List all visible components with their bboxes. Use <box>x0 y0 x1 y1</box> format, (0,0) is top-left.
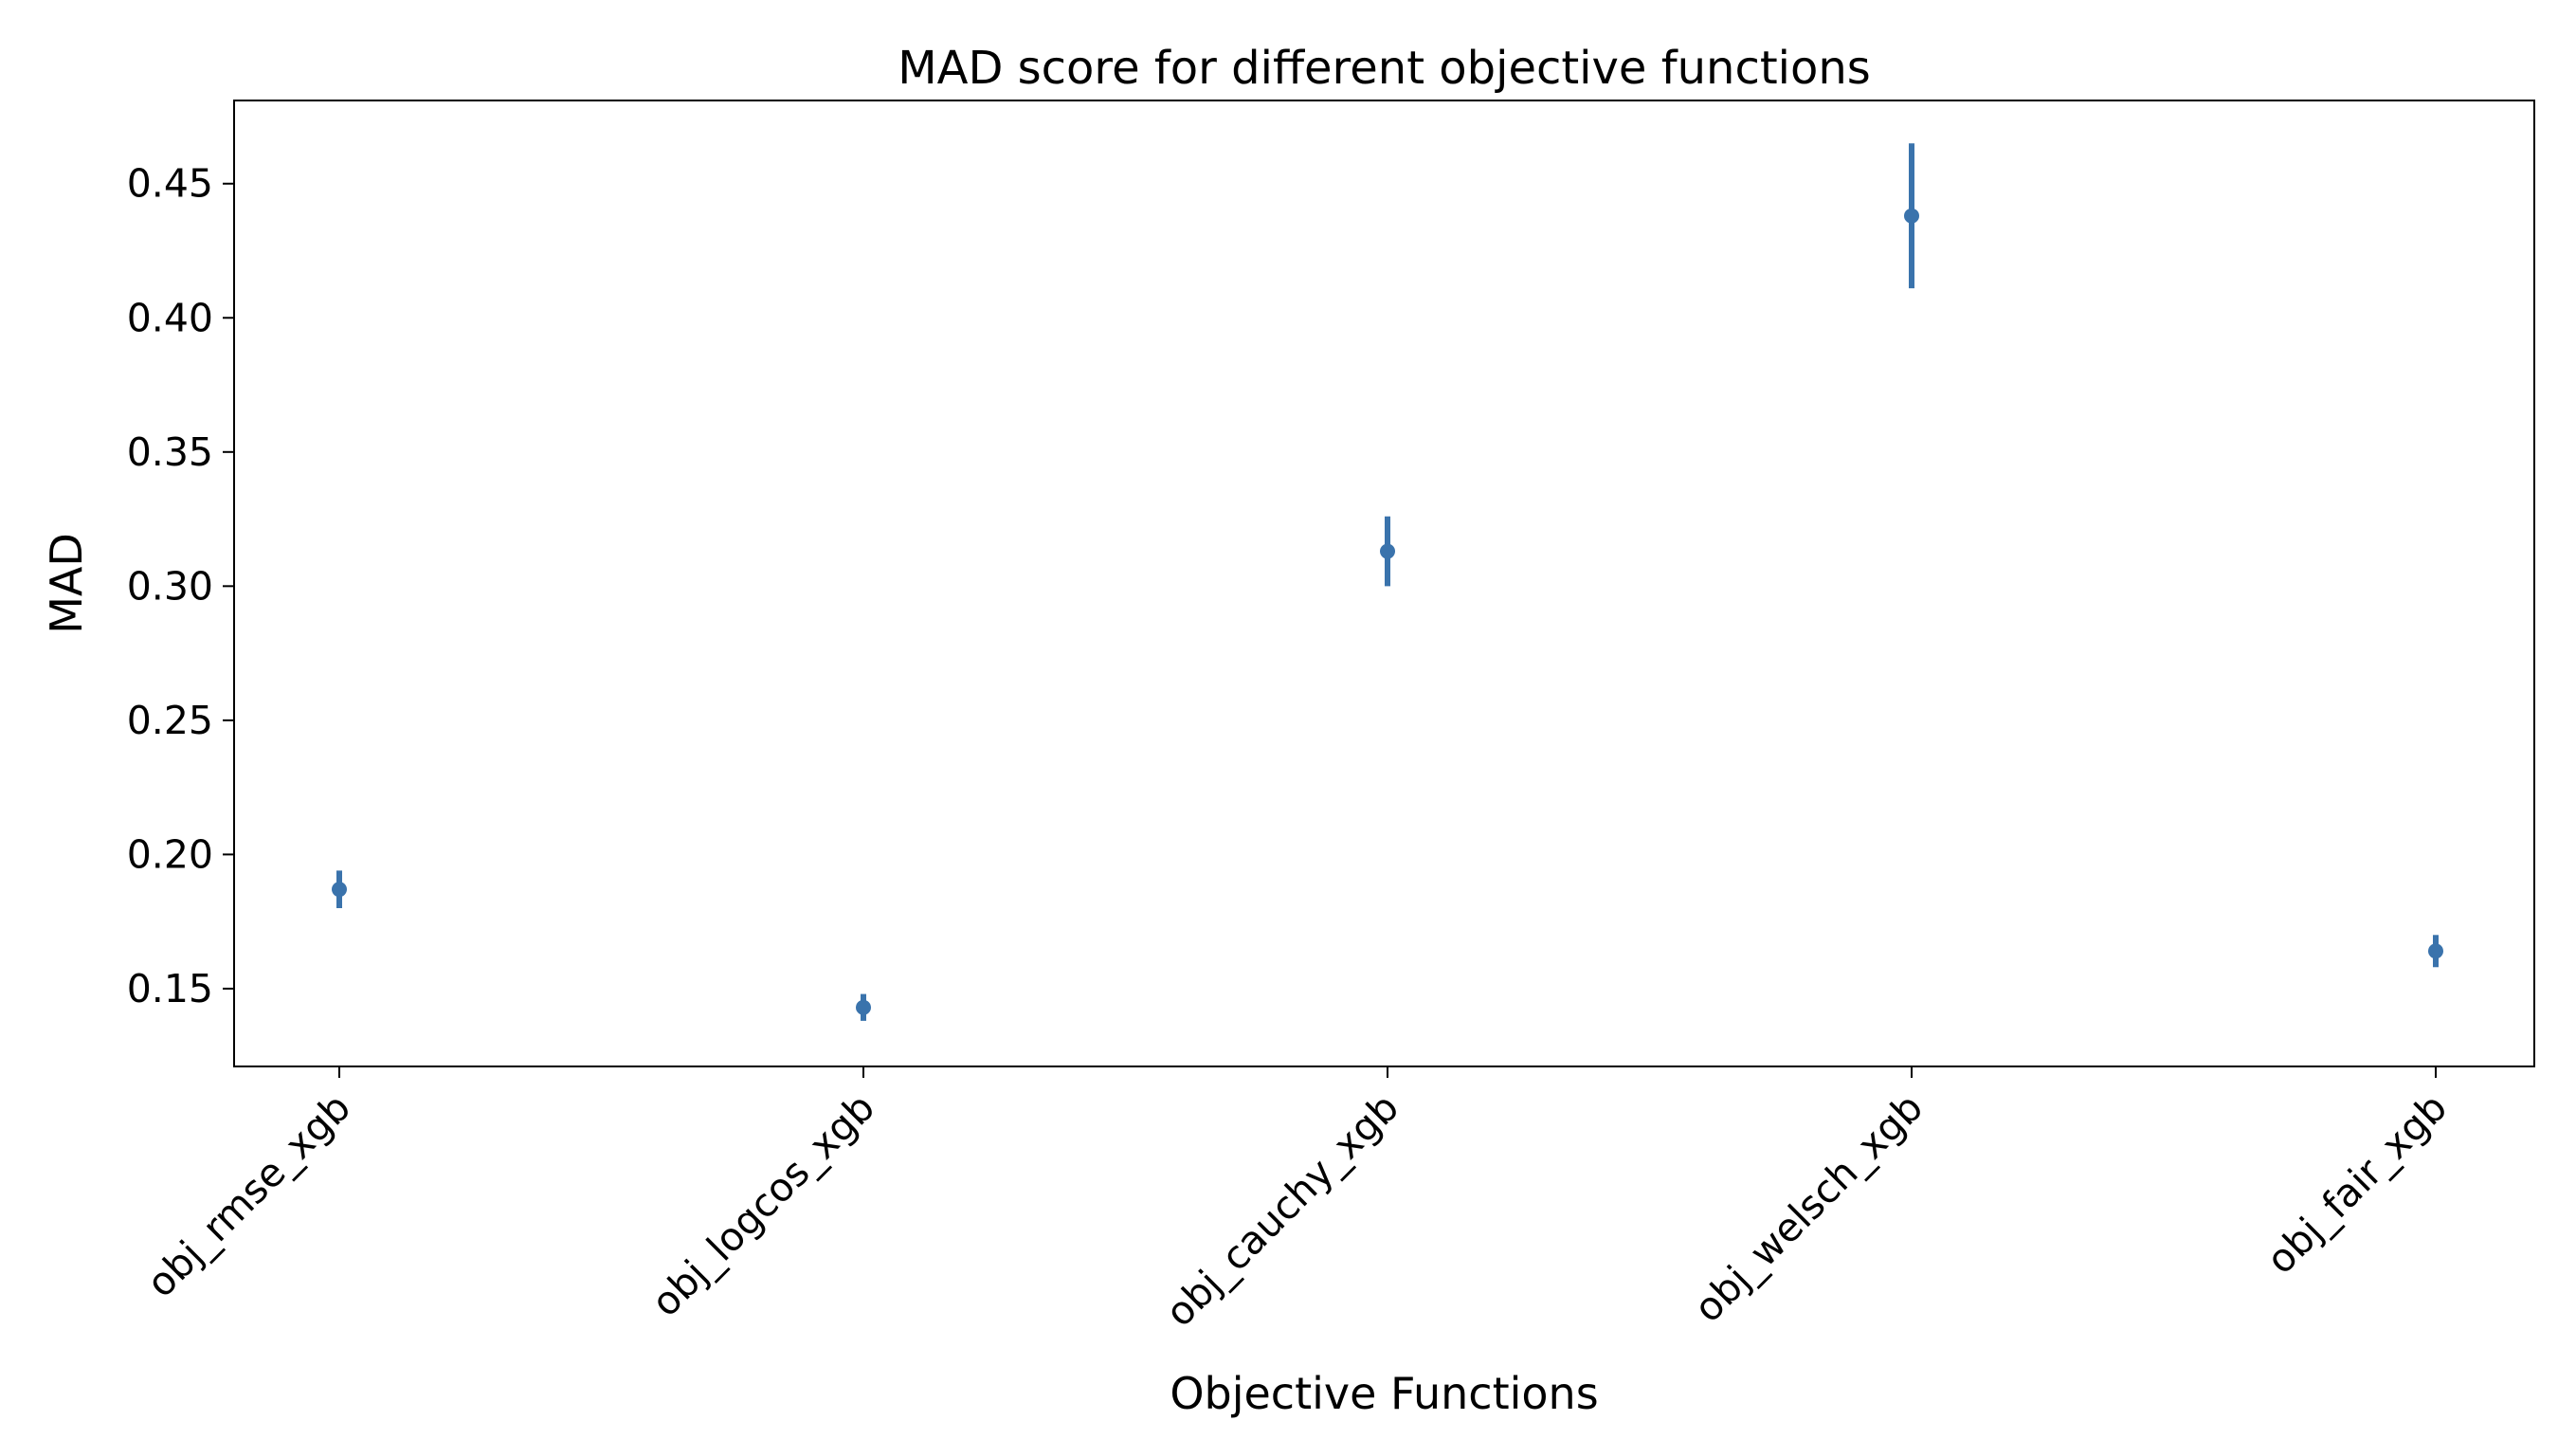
y-tick-label: 0.40 <box>127 295 213 340</box>
data-point <box>856 999 871 1015</box>
chart-title: MAD score for different objective functi… <box>898 42 1871 95</box>
plot-frame <box>233 100 2535 1067</box>
x-tick-label: obj_welsch_xgb <box>1685 1084 1932 1331</box>
y-tick-label: 0.45 <box>127 161 213 207</box>
y-axis-label: MAD <box>41 533 92 634</box>
y-axis: 0.15 0.20 0.25 0.30 0.35 0.40 0.45 <box>127 161 234 1011</box>
y-tick-label: 0.25 <box>127 698 213 743</box>
x-tick-label: obj_logcos_xgb <box>643 1084 883 1325</box>
y-tick-label: 0.35 <box>127 429 213 475</box>
data-point <box>1904 208 1919 224</box>
y-tick-label: 0.30 <box>127 563 213 609</box>
x-axis: obj_rmse_xgb obj_logcos_xgb obj_cauchy_xgb… <box>137 1066 2456 1336</box>
y-tick-label: 0.15 <box>127 966 213 1011</box>
x-tick-label: obj_rmse_xgb <box>137 1084 359 1306</box>
data-point <box>1380 543 1395 559</box>
y-tick-label: 0.20 <box>127 831 213 877</box>
chart-marks <box>332 143 2443 1021</box>
data-point <box>2428 943 2443 959</box>
x-tick-label: obj_fair_xgb <box>2258 1084 2456 1283</box>
data-point <box>332 882 347 898</box>
x-axis-label: Objective Functions <box>1170 1368 1598 1419</box>
x-tick-label: obj_cauchy_xgb <box>1156 1084 1407 1336</box>
